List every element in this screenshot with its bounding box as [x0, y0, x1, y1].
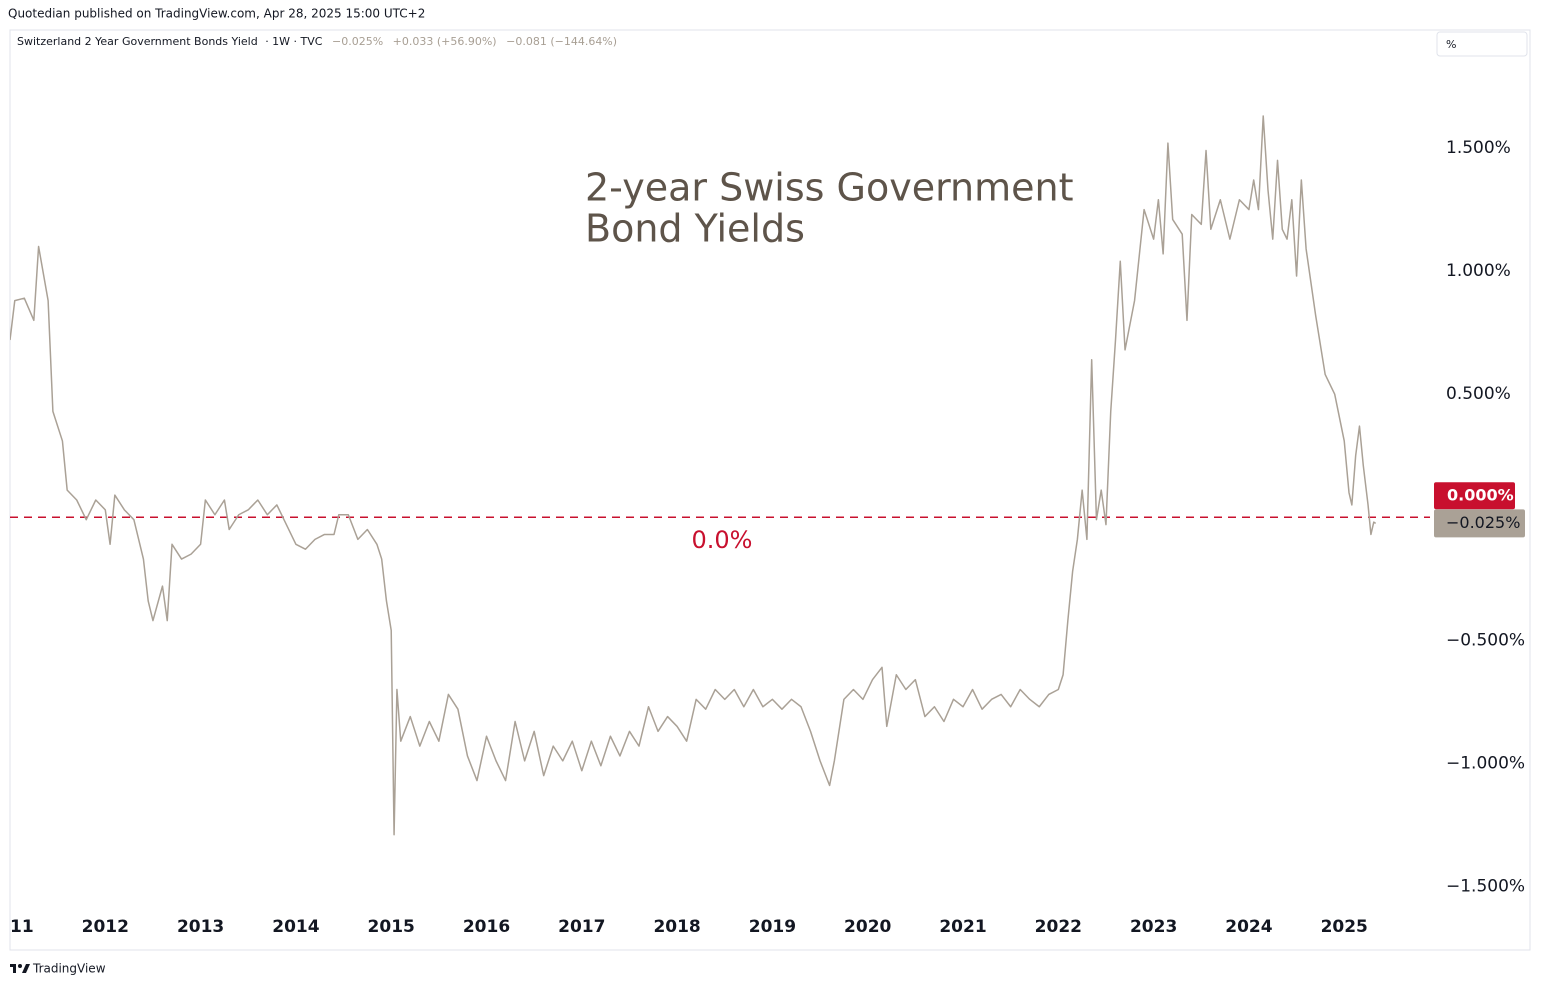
- x-tick-label: 2017: [558, 917, 605, 937]
- axes: 1.500% 1.000% 0.500% −0.500% −1.000% −1.500% 2…: [0, 138, 1525, 937]
- x-tick-label: 2014: [272, 917, 319, 937]
- y-tick-label: 0.500%: [1446, 384, 1511, 404]
- footer-logo: [10, 964, 30, 973]
- reference-price-box: [1434, 482, 1515, 510]
- annotation-title: 2-year Swiss Government: [585, 166, 1074, 210]
- legend-value: −0.025%: [332, 35, 383, 48]
- legend-meta: · 1W · TVC: [265, 35, 323, 48]
- y-tick-label: −1.000%: [1446, 753, 1525, 773]
- y-tick-label: −1.500%: [1446, 876, 1525, 896]
- last-price-label: −0.025%: [1446, 513, 1520, 532]
- x-tick-label: 2021: [939, 917, 986, 937]
- chart-frame: [9, 29, 1531, 951]
- y-tick-label: 1.000%: [1446, 261, 1511, 281]
- x-tick-label: 2022: [1035, 917, 1082, 937]
- plot-area: 0.0%: [10, 115, 1430, 836]
- legend: Switzerland 2 Year Government Bonds Yiel…: [17, 35, 617, 48]
- x-tick-label: 2012: [82, 917, 129, 937]
- series-line: [10, 115, 1377, 836]
- x-tick-label: 2025: [1321, 917, 1368, 937]
- legend-value: −0.081 (−144.64%): [506, 35, 617, 48]
- publisher-header: Quotedian published on TradingView.com, …: [8, 7, 425, 21]
- x-tick-label: 2011: [0, 917, 34, 937]
- x-tick-label: 2016: [463, 917, 510, 937]
- legend-value: +0.033 (+56.90%): [393, 35, 497, 48]
- reference-price-label: 0.000%: [1447, 486, 1514, 505]
- scale-button[interactable]: [1436, 31, 1528, 57]
- last-price-box: [1434, 509, 1525, 538]
- x-tick-label: 2024: [1225, 917, 1272, 937]
- legend-series-name: Switzerland 2 Year Government Bonds Yiel…: [17, 35, 258, 48]
- y-tick-label: 1.500%: [1446, 138, 1511, 158]
- scale-button-label[interactable]: %: [1446, 38, 1456, 51]
- x-tick-label: 2023: [1130, 917, 1177, 937]
- y-tick-label: −0.500%: [1446, 630, 1525, 650]
- x-tick-label: 2013: [177, 917, 224, 937]
- x-axis-labels: 2011 2012 2013 2014 2015 2016 2017 2018 2019 2020…: [0, 917, 1368, 937]
- annotation-title: Bond Yields: [585, 207, 805, 251]
- reference-line-label: 0.0%: [692, 526, 753, 554]
- x-tick-label: 2015: [368, 917, 415, 937]
- x-tick-label: 2019: [749, 917, 796, 937]
- x-tick-label: 2020: [844, 917, 891, 937]
- x-tick-label: 2018: [653, 917, 700, 937]
- footer-brand: TradingView: [32, 962, 106, 976]
